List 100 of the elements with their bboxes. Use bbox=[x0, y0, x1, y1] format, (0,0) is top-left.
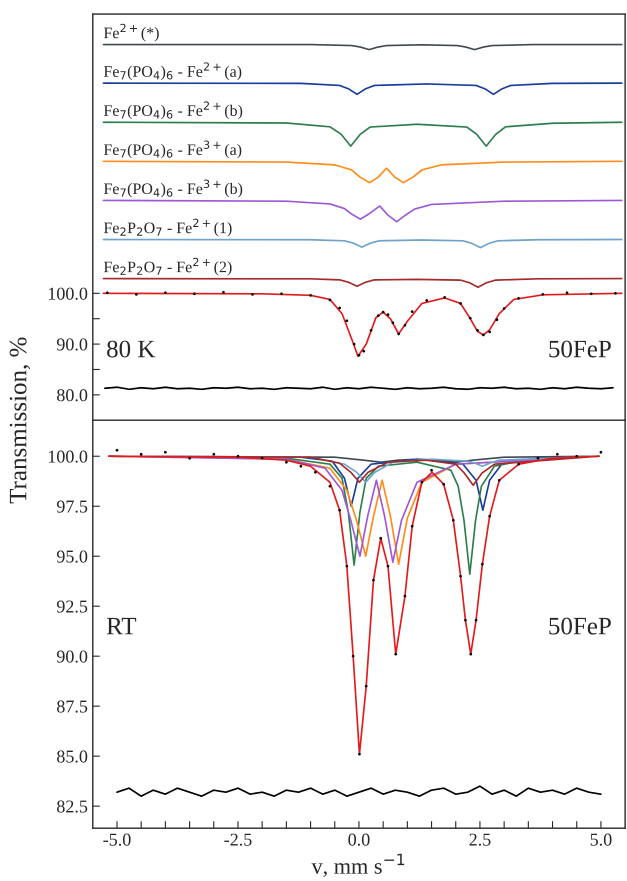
point bbox=[498, 478, 501, 482]
point bbox=[338, 508, 341, 512]
point bbox=[134, 292, 138, 296]
point bbox=[517, 462, 520, 466]
point bbox=[394, 652, 398, 656]
point bbox=[338, 306, 341, 310]
line-series bbox=[102, 278, 623, 288]
point bbox=[364, 684, 368, 688]
point bbox=[193, 292, 196, 296]
point bbox=[372, 578, 375, 582]
text: Fe$_{7}$(PO$_{4}$)$_{6}$ - Fe$^{3+}$(a) bbox=[104, 140, 242, 158]
point bbox=[212, 452, 216, 456]
point bbox=[590, 292, 593, 296]
point bbox=[575, 454, 578, 458]
point bbox=[488, 330, 492, 334]
point bbox=[614, 292, 617, 295]
y-axis-title: Transmission, % bbox=[10, 338, 30, 504]
point bbox=[425, 299, 428, 302]
point bbox=[379, 536, 382, 540]
y-tick-label: 85.0 bbox=[57, 750, 88, 763]
x-tick-label: 2.5 bbox=[469, 834, 491, 846]
point bbox=[556, 452, 559, 456]
point bbox=[495, 318, 498, 322]
point bbox=[358, 354, 360, 357]
point bbox=[328, 484, 332, 488]
y-tick-label: 95.0 bbox=[56, 550, 88, 563]
point bbox=[566, 291, 568, 294]
point bbox=[517, 297, 520, 300]
point bbox=[106, 291, 109, 294]
point bbox=[482, 334, 485, 336]
point bbox=[480, 562, 484, 566]
point bbox=[116, 448, 118, 452]
point bbox=[536, 456, 540, 460]
point bbox=[188, 456, 191, 460]
point bbox=[222, 290, 225, 294]
point bbox=[391, 321, 394, 324]
y-tick-label: 82.5 bbox=[57, 800, 88, 813]
text: Fe$_{7}$(PO$_{4}$)$_{6}$ - Fe$^{2+}$(b) bbox=[104, 101, 242, 120]
point bbox=[309, 294, 312, 297]
point bbox=[443, 296, 446, 299]
point bbox=[280, 292, 283, 296]
point bbox=[404, 594, 406, 598]
y-tick-label: 100.0 bbox=[48, 288, 88, 300]
point bbox=[164, 291, 167, 294]
point bbox=[459, 574, 462, 578]
point bbox=[430, 468, 433, 472]
point bbox=[164, 450, 167, 454]
y-tick-label: 87.5 bbox=[57, 700, 88, 713]
point bbox=[251, 292, 254, 296]
line-series bbox=[102, 238, 623, 248]
x-tick-label: 5.0 bbox=[590, 834, 612, 846]
x-axis-title: v, mm s$^{−1}$ bbox=[312, 854, 404, 878]
text: Fe$_{7}$(PO$_{4}$)$_{6}$ - Fe$^{3+}$(b) bbox=[104, 180, 242, 198]
point bbox=[488, 514, 492, 518]
y-tick-label: 90.0 bbox=[56, 650, 88, 663]
line-series bbox=[102, 292, 623, 358]
point bbox=[140, 452, 143, 456]
point bbox=[502, 307, 506, 310]
x-tick-label: 0.0 bbox=[348, 834, 370, 846]
point bbox=[376, 314, 380, 318]
annotation: RT bbox=[106, 618, 136, 634]
point bbox=[476, 328, 479, 332]
point bbox=[420, 480, 424, 484]
point bbox=[370, 328, 372, 332]
y-tick-label: 97.5 bbox=[56, 500, 88, 513]
point bbox=[464, 618, 467, 622]
y-tick-label: 100.0 bbox=[48, 450, 88, 463]
point bbox=[345, 564, 348, 568]
point bbox=[410, 310, 414, 313]
text: Fe$_{7}$(PO$_{4}$)$_{6}$ - Fe$^{2+}$(a) bbox=[104, 62, 242, 80]
point bbox=[452, 518, 455, 522]
line-series bbox=[102, 82, 623, 96]
point bbox=[541, 292, 544, 296]
point bbox=[469, 652, 472, 656]
point bbox=[358, 752, 361, 756]
point bbox=[442, 482, 446, 486]
y-tick-label: 80.0 bbox=[57, 389, 88, 402]
point bbox=[260, 456, 264, 460]
y-tick-label: 92.5 bbox=[56, 600, 88, 613]
point bbox=[397, 332, 400, 336]
point bbox=[382, 310, 385, 314]
point bbox=[362, 350, 366, 353]
point bbox=[345, 319, 348, 322]
point bbox=[410, 524, 414, 528]
annotation: 50FeP bbox=[549, 618, 611, 635]
text: Fe$_{2}$P$_{2}$O$_{7}$ - Fe$^{2+}$(1) bbox=[104, 218, 232, 236]
point bbox=[314, 470, 317, 474]
point bbox=[459, 302, 462, 305]
point bbox=[352, 342, 356, 346]
x-tick-label: -2.5 bbox=[224, 834, 252, 846]
point bbox=[328, 298, 332, 302]
point bbox=[600, 450, 602, 454]
point bbox=[299, 464, 302, 468]
point bbox=[474, 618, 478, 622]
annotation: 80 K bbox=[107, 340, 156, 358]
x-tick-label: -5.0 bbox=[103, 834, 131, 846]
text: Fe$_{2}$P$_{2}$O$_{7}$ - Fe$^{2+}$(2) bbox=[104, 258, 232, 276]
point bbox=[284, 460, 288, 464]
annotation: 50FeP bbox=[549, 340, 611, 358]
line-series bbox=[116, 785, 602, 797]
